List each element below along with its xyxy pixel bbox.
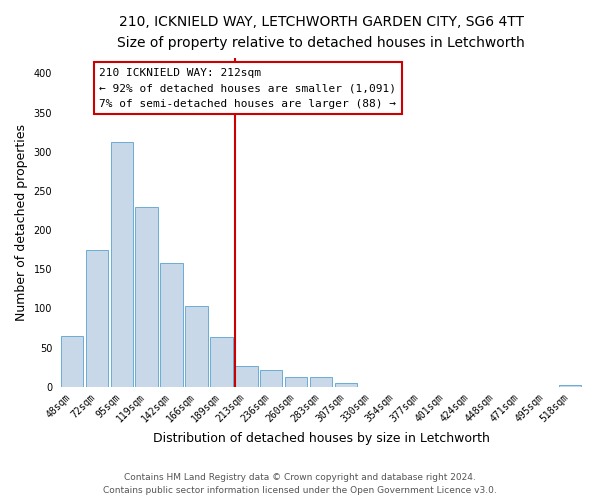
X-axis label: Distribution of detached houses by size in Letchworth: Distribution of detached houses by size …: [152, 432, 490, 445]
Text: 210 ICKNIELD WAY: 212sqm
← 92% of detached houses are smaller (1,091)
7% of semi: 210 ICKNIELD WAY: 212sqm ← 92% of detach…: [99, 68, 396, 109]
Bar: [210, 338, 233, 387]
Bar: [235, 366, 257, 387]
Bar: [335, 383, 357, 387]
Text: Contains HM Land Registry data © Crown copyright and database right 2024.
Contai: Contains HM Land Registry data © Crown c…: [103, 474, 497, 495]
Bar: [285, 378, 307, 387]
Bar: [260, 370, 283, 387]
Bar: [185, 306, 208, 387]
Bar: [310, 378, 332, 387]
Bar: [61, 336, 83, 387]
Title: 210, ICKNIELD WAY, LETCHWORTH GARDEN CITY, SG6 4TT
Size of property relative to : 210, ICKNIELD WAY, LETCHWORTH GARDEN CIT…: [117, 15, 525, 50]
Bar: [136, 206, 158, 387]
Bar: [110, 142, 133, 387]
Bar: [559, 385, 581, 387]
Bar: [160, 263, 183, 387]
Y-axis label: Number of detached properties: Number of detached properties: [15, 124, 28, 321]
Bar: [86, 250, 108, 387]
